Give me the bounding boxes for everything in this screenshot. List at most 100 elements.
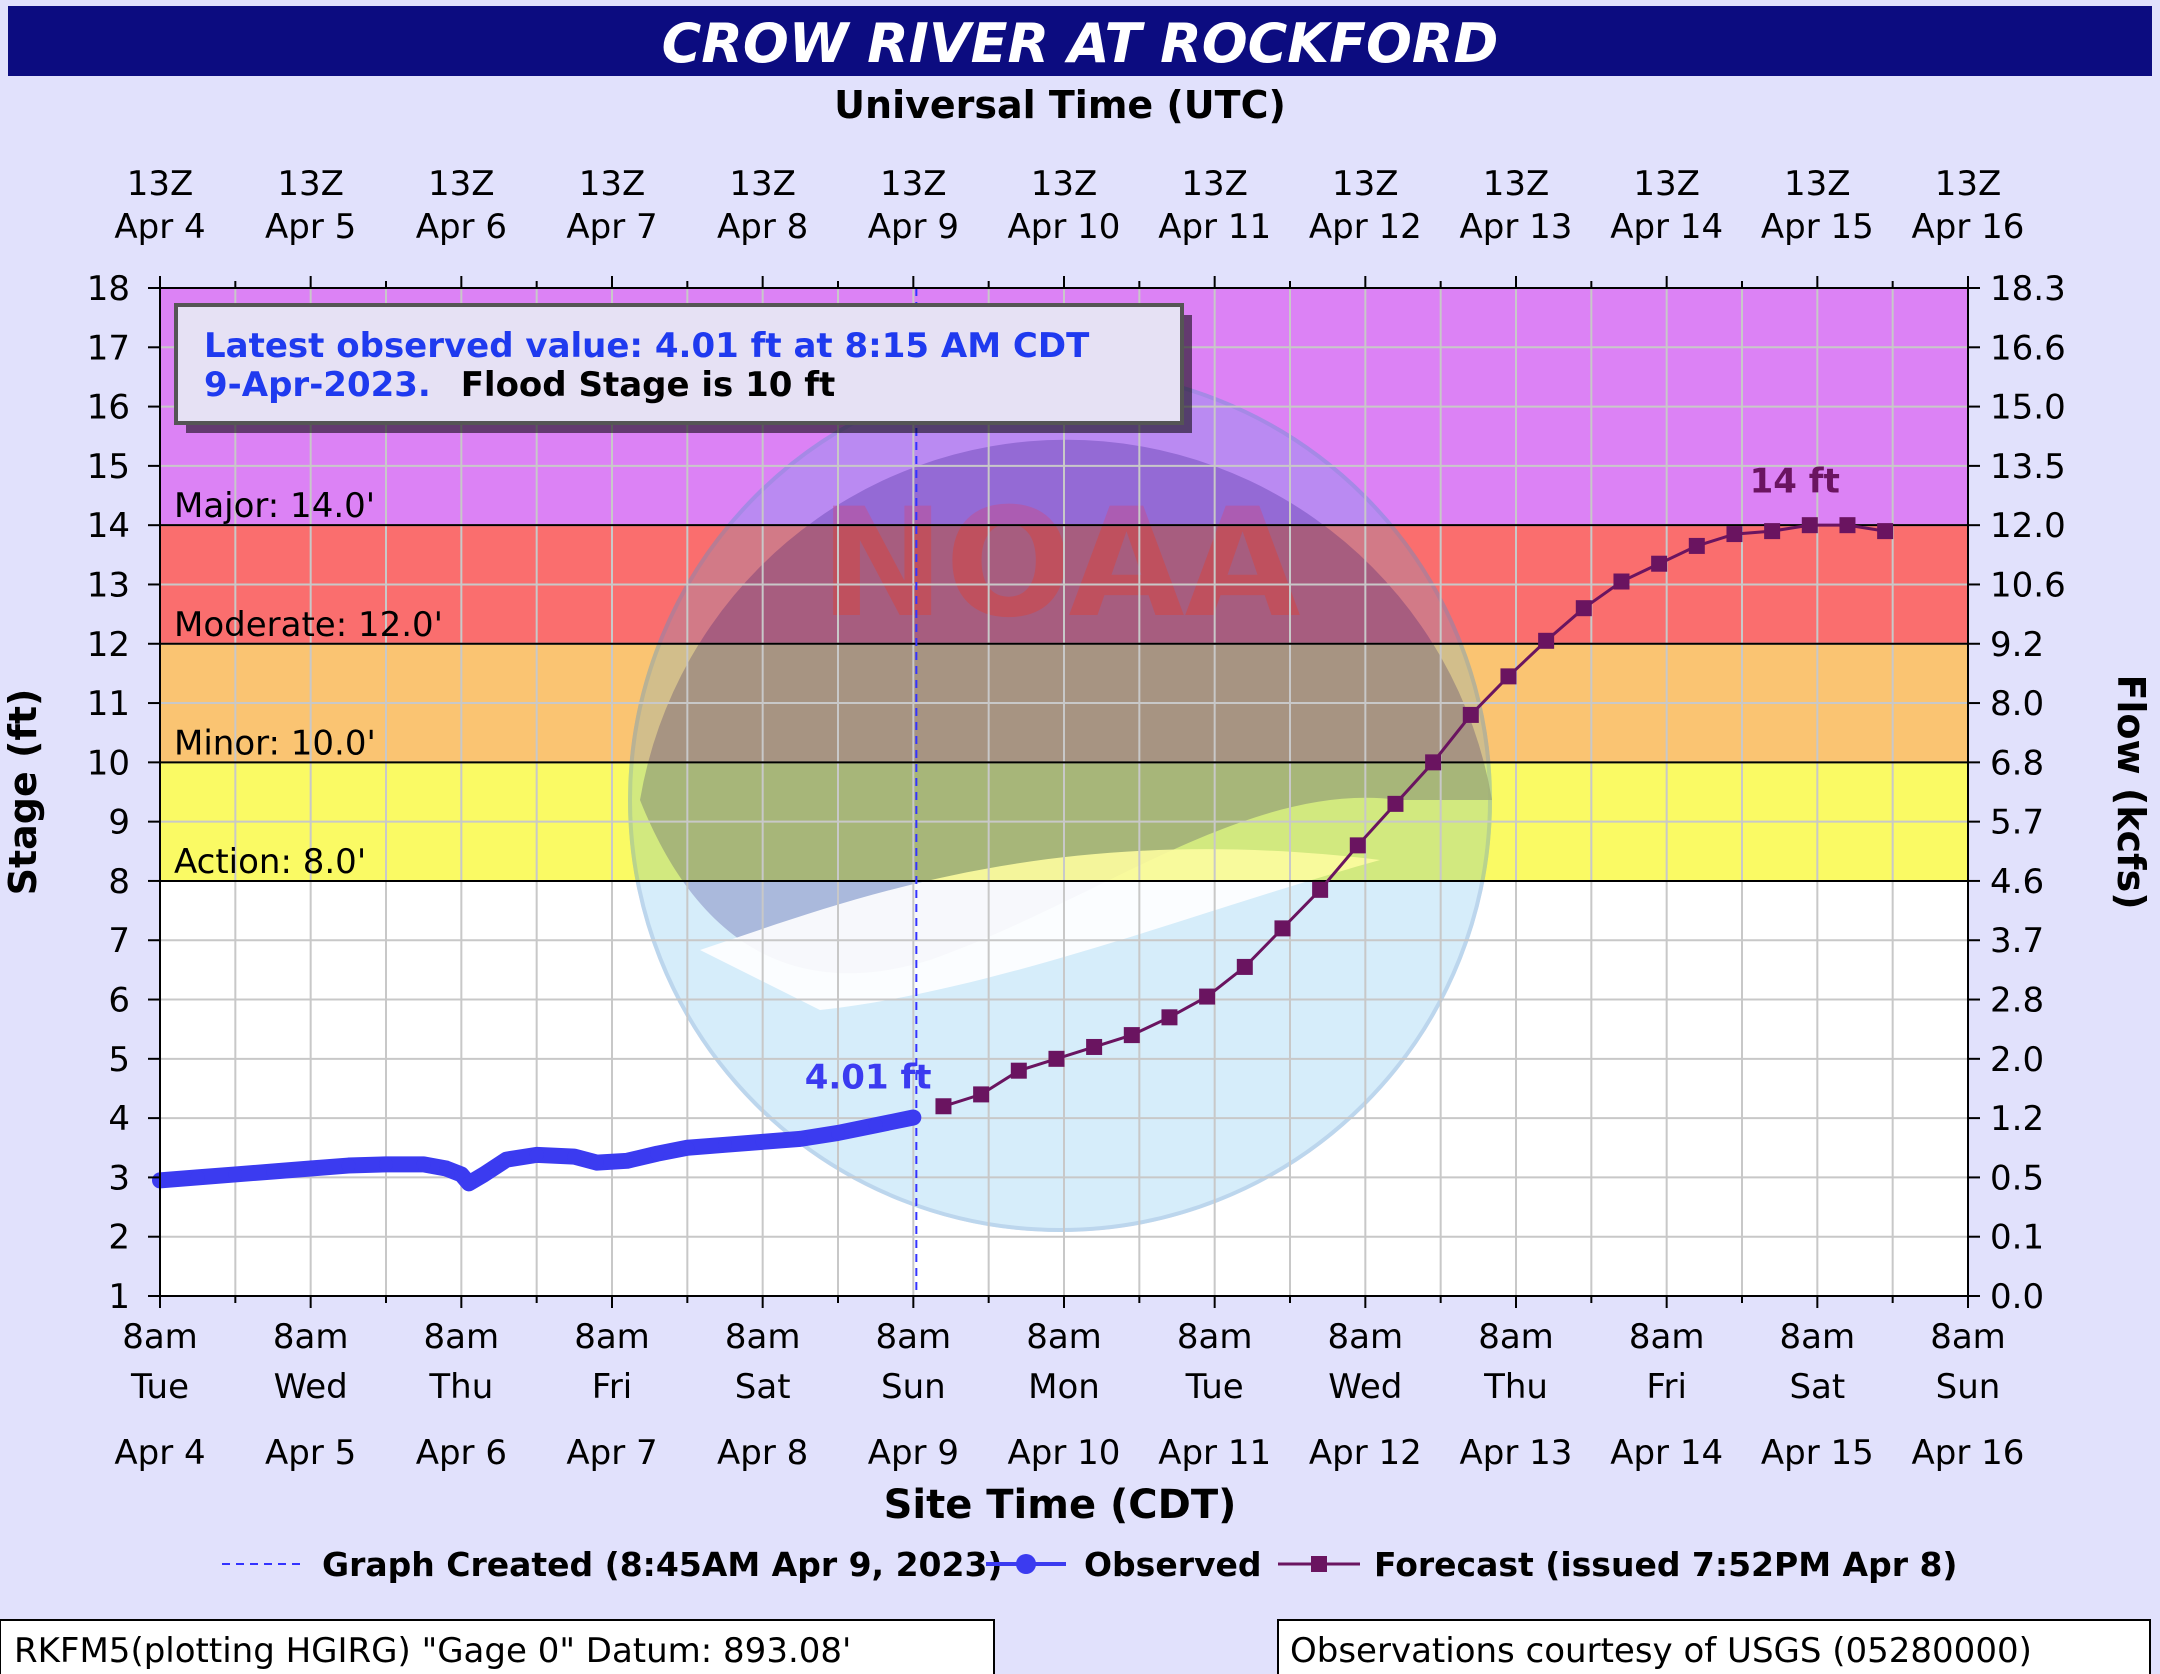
x-top-tick-hour: 13Z: [277, 164, 344, 204]
observed-point: [303, 1161, 318, 1176]
x-top-tick-date: Apr 6: [416, 207, 507, 247]
y-tick-label: 5: [108, 1040, 130, 1080]
x-top-tick-date: Apr 14: [1610, 207, 1723, 247]
observed-point: [416, 1157, 431, 1172]
forecast-point: [1010, 1062, 1027, 1079]
x-bottom-tick-day: Mon: [1028, 1367, 1100, 1407]
y2-tick-label: 0.0: [1990, 1277, 2044, 1317]
observed-point: [589, 1155, 604, 1170]
x-bottom-tick-time: 8am: [122, 1317, 198, 1357]
forecast-point: [1613, 573, 1630, 590]
x-bottom-tick-time: 8am: [725, 1317, 801, 1357]
y2-tick-label: 16.6: [1990, 328, 2066, 368]
footer-right-text: Observations courtesy of USGS (05280000): [1290, 1631, 2032, 1671]
x-bottom-tick-time: 8am: [876, 1317, 952, 1357]
y-tick-label: 1: [108, 1277, 130, 1317]
x-top-tick-date: Apr 13: [1460, 207, 1573, 247]
svg-text:NOAA: NOAA: [819, 477, 1300, 651]
x-bottom-tick-time: 8am: [1177, 1317, 1253, 1357]
y-tick-label: 16: [87, 388, 130, 428]
threshold-label-major: Major: 14.0': [174, 486, 375, 526]
threshold-label-moderate: Moderate: 12.0': [174, 605, 443, 645]
y2-tick-label: 4.6: [1990, 862, 2044, 902]
x-bottom-tick-day: Thu: [428, 1367, 493, 1407]
forecast-point: [1801, 517, 1818, 534]
observed-point: [620, 1153, 635, 1168]
y2-tick-label: 0.1: [1990, 1218, 2044, 1258]
x-bottom-tick-day: Sat: [1789, 1367, 1845, 1407]
x-bottom-tick-day: Sun: [881, 1367, 946, 1407]
observed-point: [461, 1176, 476, 1191]
y-tick-label: 3: [108, 1158, 130, 1198]
observed-point: [228, 1167, 243, 1182]
x-top-tick-date: Apr 9: [868, 207, 959, 247]
forecast-point: [1312, 881, 1329, 898]
x-top-tick-date: Apr 15: [1761, 207, 1874, 247]
y-tick-label: 2: [108, 1218, 130, 1258]
x-bottom-tick-day: Sun: [1936, 1367, 2001, 1407]
x-bottom-tick-time: 8am: [1629, 1317, 1705, 1357]
forecast-point: [1651, 555, 1668, 572]
forecast-point: [1086, 1038, 1103, 1055]
flood-stage-text: Flood Stage is 10 ft: [461, 365, 836, 405]
x-top-tick-date: Apr 4: [114, 207, 205, 247]
forecast-point: [1462, 706, 1479, 723]
forecast-point: [1199, 988, 1216, 1005]
observed-point: [755, 1134, 770, 1149]
x-bottom-tick-date: Apr 11: [1158, 1433, 1271, 1473]
footer-left-box: [0, 1619, 995, 1674]
x-top-tick-hour: 13Z: [1483, 164, 1550, 204]
x-bottom-tick-date: Apr 6: [416, 1433, 507, 1473]
observed-point: [650, 1146, 665, 1161]
y-tick-label: 10: [87, 743, 130, 783]
legend: Graph Created (8:45AM Apr 9, 2023) Obser…: [222, 1545, 1958, 1584]
x-top-tick-hour: 13Z: [1633, 164, 1700, 204]
y-tick-label: 18: [87, 269, 130, 309]
y-tick-label: 6: [108, 981, 130, 1021]
y2-tick-label: 5.7: [1990, 803, 2044, 843]
observed-point: [868, 1118, 883, 1133]
observed-point: [793, 1131, 808, 1146]
x-bottom-tick-date: Apr 4: [114, 1433, 205, 1473]
x-top-tick-hour: 13Z: [1784, 164, 1851, 204]
latest-observed-text: Latest observed value: 4.01 ft at 8:15 A…: [204, 326, 1090, 366]
x-bottom-tick-date: Apr 14: [1610, 1433, 1723, 1473]
y-tick-label: 4: [108, 1099, 130, 1139]
x-bottom-tick-day: Fri: [1646, 1367, 1687, 1407]
x-top-tick-date: Apr 8: [717, 207, 808, 247]
x-bottom-tick-time: 8am: [1780, 1317, 1856, 1357]
forecast-point: [1726, 526, 1743, 543]
legend-observed-label: Observed: [1084, 1545, 1262, 1584]
svg-text:9-Apr-2023. Flood Stage: 9-Apr-2023. Flood Stage is 10 ft: [204, 365, 835, 405]
y2-tick-label: 6.8: [1990, 743, 2044, 783]
y-tick-label: 13: [87, 565, 130, 605]
x-bottom-tick-date: Apr 9: [868, 1433, 959, 1473]
x-top-tick-hour: 13Z: [1332, 164, 1399, 204]
y2-tick-label: 2.8: [1990, 981, 2044, 1021]
forecast-point: [1839, 517, 1856, 534]
forecast-point: [1877, 523, 1894, 540]
x-bottom-tick-time: 8am: [1026, 1317, 1102, 1357]
x-bottom-tick-date: Apr 13: [1460, 1433, 1573, 1473]
x-top-tick-date: Apr 11: [1158, 207, 1271, 247]
threshold-label-minor: Minor: 10.0': [174, 723, 376, 763]
observed-point: [379, 1157, 393, 1172]
y-tick-label: 15: [87, 447, 130, 487]
forecast-point: [1161, 1009, 1178, 1026]
x-top-tick-hour: 13Z: [1181, 164, 1248, 204]
x-bottom-tick-day: Tue: [1185, 1367, 1244, 1407]
legend-forecast-marker: [1311, 1556, 1327, 1572]
legend-observed-marker: [1016, 1554, 1036, 1574]
y2-tick-label: 18.3: [1990, 269, 2066, 309]
y2-tick-label: 12.0: [1990, 506, 2066, 546]
threshold-label-action: Action: 8.0': [174, 842, 366, 882]
forecast-point: [1274, 920, 1291, 937]
observed-point: [499, 1152, 514, 1167]
left-axis-title: Stage (ft): [1, 689, 45, 896]
x-bottom-tick-time: 8am: [273, 1317, 349, 1357]
observed-point: [266, 1164, 280, 1179]
x-bottom-tick-day: Wed: [274, 1367, 348, 1407]
forecast-point: [1688, 537, 1705, 554]
x-top-tick-date: Apr 12: [1309, 207, 1422, 247]
